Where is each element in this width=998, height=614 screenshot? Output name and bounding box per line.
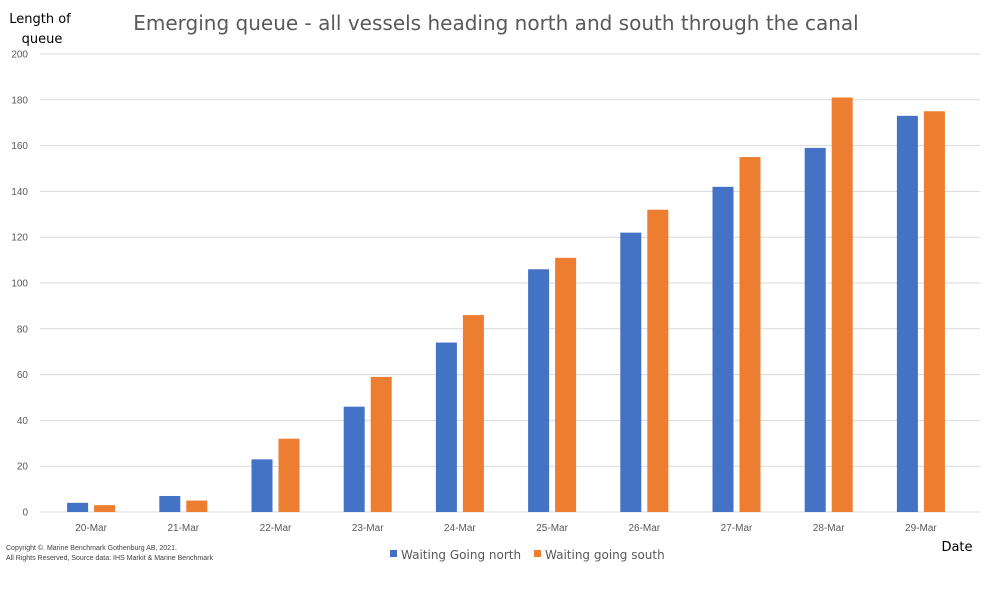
x-tick-label-21-Mar: 21-Mar <box>167 523 199 534</box>
y-axis-label-line-1: Length of <box>9 12 71 27</box>
y-tick-label-180: 180 <box>11 95 28 106</box>
x-tick-label-28-Mar: 28-Mar <box>813 523 845 534</box>
y-tick-label-160: 160 <box>11 141 28 152</box>
bar-south-25-Mar <box>555 257 577 512</box>
bar-north-22-Mar <box>251 459 273 512</box>
bar-north-24-Mar <box>435 342 457 512</box>
bars <box>67 97 945 513</box>
bar-south-26-Mar <box>647 209 669 512</box>
bar-north-27-Mar <box>712 186 734 512</box>
bar-south-28-Mar <box>831 97 853 512</box>
bar-south-22-Mar <box>278 438 300 512</box>
bar-north-23-Mar <box>343 406 365 512</box>
x-axis-ticks: 20-Mar 21-Mar 22-Mar 23-Mar 24-Mar 25-Mar 26-M… <box>75 523 937 534</box>
y-tick-label-120: 120 <box>11 233 28 244</box>
bar-south-27-Mar <box>739 157 761 513</box>
y-tick-label-0: 0 <box>22 508 28 519</box>
legend-swatch-north <box>390 550 397 557</box>
y-tick-label-80: 80 <box>17 324 29 335</box>
x-tick-label-25-Mar: 25-Mar <box>536 523 568 534</box>
x-tick-label-24-Mar: 24-Mar <box>444 523 476 534</box>
bar-south-29-Mar <box>923 111 945 512</box>
legend: Waiting Going north Waiting going south <box>390 548 665 562</box>
x-tick-label-26-Mar: 26-Mar <box>628 523 660 534</box>
y-axis-label-line-2: queue <box>22 32 63 47</box>
bar-north-29-Mar <box>896 115 918 512</box>
chart-title: Emerging queue - all vessels heading nor… <box>133 11 859 35</box>
bar-north-21-Mar <box>159 495 181 512</box>
legend-label-south: Waiting going south <box>545 548 665 562</box>
copyright-line-1: Copyright ©. Marine Benchmark Gothenburg… <box>6 544 177 552</box>
y-tick-label-60: 60 <box>17 370 29 381</box>
bar-north-25-Mar <box>528 269 550 512</box>
x-tick-label-29-Mar: 29-Mar <box>905 523 937 534</box>
x-tick-label-27-Mar: 27-Mar <box>721 523 753 534</box>
y-tick-label-140: 140 <box>11 187 28 198</box>
y-axis-ticks: 0 20 40 60 80 100 120 140 160 180 200 <box>11 50 28 519</box>
x-tick-label-23-Mar: 23-Mar <box>352 523 384 534</box>
gridlines <box>40 53 980 513</box>
bar-south-21-Mar <box>186 500 208 512</box>
bar-north-20-Mar <box>67 502 89 512</box>
y-tick-label-200: 200 <box>11 50 28 61</box>
bar-south-24-Mar <box>462 315 484 512</box>
legend-label-north: Waiting Going north <box>401 548 521 562</box>
bar-south-20-Mar <box>94 505 116 512</box>
x-tick-label-20-Mar: 20-Mar <box>75 523 107 534</box>
x-tick-label-22-Mar: 22-Mar <box>260 523 292 534</box>
y-tick-label-40: 40 <box>17 416 29 427</box>
bar-south-23-Mar <box>370 376 392 512</box>
bar-north-28-Mar <box>804 147 826 512</box>
copyright-line-2: All Rights Reserved, Source data: IHS Ma… <box>6 555 213 562</box>
y-tick-label-20: 20 <box>17 462 29 473</box>
bar-north-26-Mar <box>620 232 642 512</box>
legend-swatch-south <box>534 550 541 557</box>
y-tick-label-100: 100 <box>11 279 28 290</box>
x-axis-label: Date <box>941 540 972 555</box>
